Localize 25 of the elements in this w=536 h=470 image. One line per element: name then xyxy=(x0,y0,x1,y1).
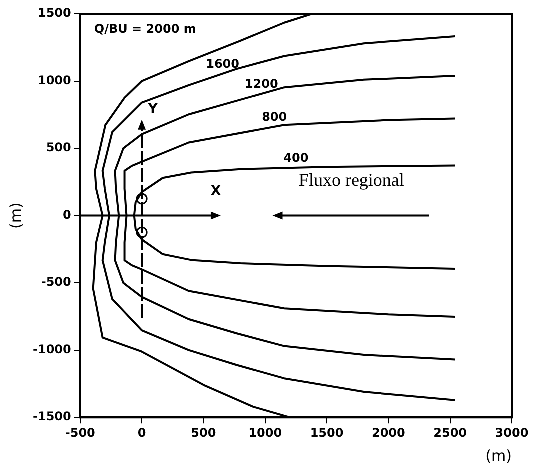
series-label: 400 xyxy=(284,151,309,166)
y-tick-label: -1000 xyxy=(32,342,72,356)
annotation: Y xyxy=(147,102,158,118)
x-tick-label: 2500 xyxy=(434,426,468,440)
x-axis-title: (m) xyxy=(486,446,512,465)
y-tick-label: 1500 xyxy=(38,6,72,20)
series-label: 800 xyxy=(262,110,288,124)
x-tick-label: 1000 xyxy=(248,426,282,440)
x-tick-label: -500 xyxy=(65,426,96,440)
annotation: Fluxo regional xyxy=(298,170,404,190)
annotation: X xyxy=(211,184,222,200)
x-tick-label: 2000 xyxy=(372,426,406,440)
y-tick-label: 0 xyxy=(63,208,72,222)
x-tick-label: 500 xyxy=(191,426,216,440)
y-tick-label: -500 xyxy=(41,275,72,290)
y-axis-title: (m) xyxy=(6,202,25,229)
series-label: 1200 xyxy=(244,77,278,92)
y-tick-label: -1500 xyxy=(32,410,72,424)
x-tick-label: 1500 xyxy=(310,426,344,440)
x-tick-label: 0 xyxy=(138,426,146,440)
series-label: 1600 xyxy=(206,56,240,71)
series-label: Q/BU = 2000 m xyxy=(94,22,196,36)
x-tick-label: 3000 xyxy=(495,426,529,440)
y-tick-label: 500 xyxy=(46,140,72,155)
y-tick-label: 1000 xyxy=(38,73,72,88)
